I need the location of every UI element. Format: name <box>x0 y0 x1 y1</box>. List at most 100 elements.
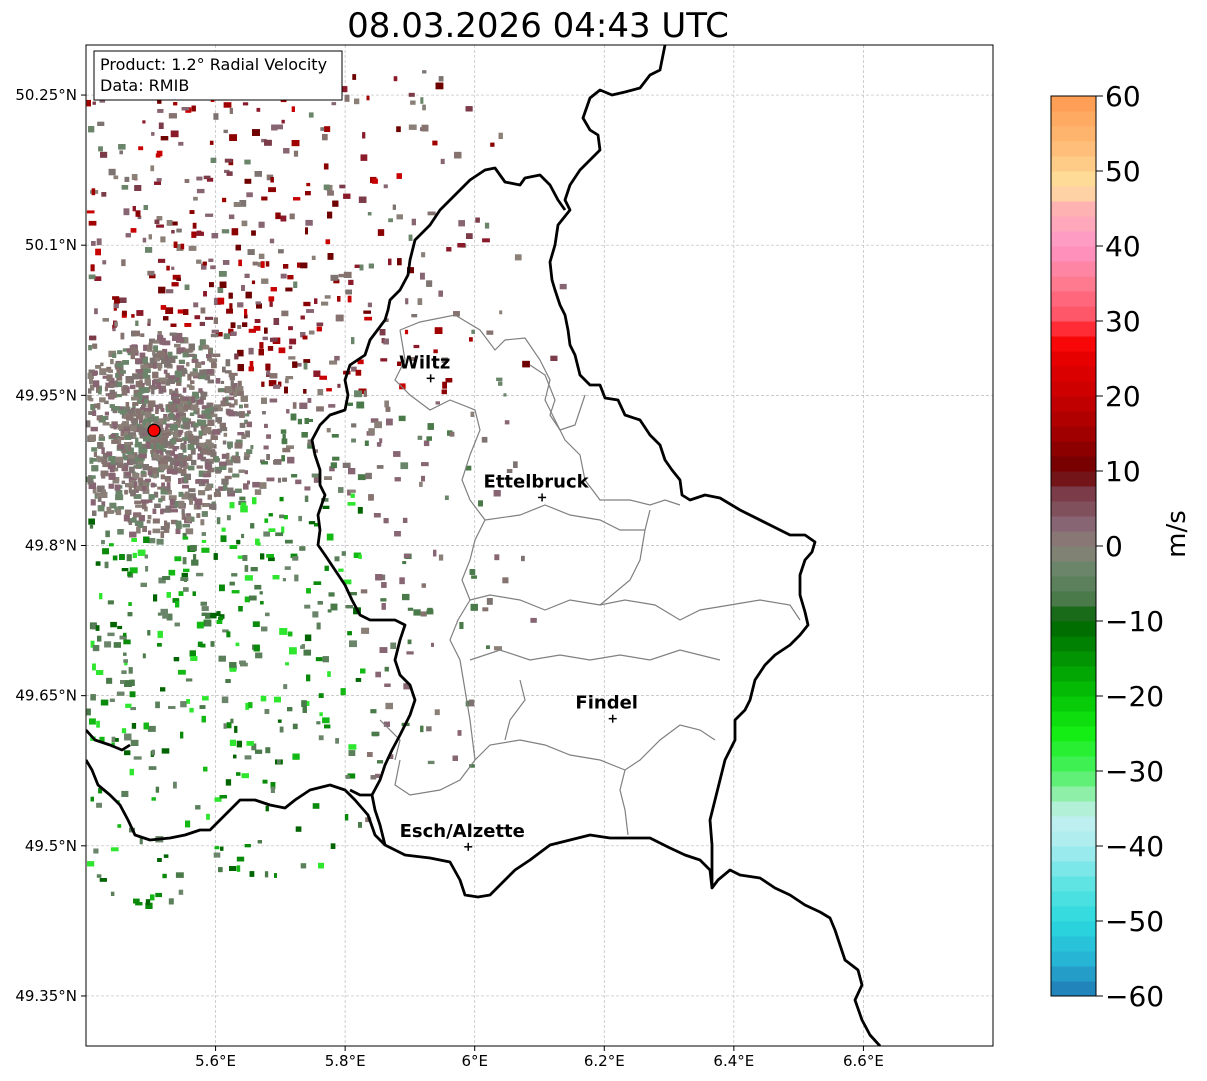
velocity-echo-pixel <box>178 453 184 458</box>
velocity-echo-pixel <box>114 394 122 398</box>
velocity-echo-pixel <box>184 179 190 183</box>
velocity-echo-pixel <box>327 190 334 196</box>
velocity-echo-pixel <box>306 309 314 313</box>
velocity-echo-pixel <box>421 583 426 588</box>
velocity-echo-pixel <box>465 106 473 112</box>
velocity-echo-pixel <box>94 276 102 281</box>
velocity-echo-pixel <box>219 795 227 799</box>
velocity-echo-pixel <box>122 421 129 427</box>
velocity-echo-pixel <box>229 107 233 114</box>
velocity-echo-pixel <box>490 142 495 147</box>
velocity-echo-pixel <box>225 779 232 786</box>
velocity-echo-pixel <box>236 740 242 748</box>
velocity-echo-pixel <box>117 459 121 466</box>
lat-tick-label: 49.95°N <box>15 386 77 404</box>
velocity-echo-pixel <box>348 744 357 750</box>
velocity-echo-pixel <box>285 662 289 666</box>
velocity-echo-pixel <box>126 554 132 562</box>
velocity-echo-pixel <box>207 379 214 384</box>
velocity-echo-pixel <box>225 679 231 683</box>
velocity-echo-pixel <box>89 398 94 402</box>
velocity-echo-pixel <box>244 419 248 424</box>
velocity-echo-pixel <box>275 532 284 537</box>
velocity-echo-pixel <box>124 435 132 440</box>
velocity-echo-pixel <box>113 175 119 180</box>
velocity-echo-pixel <box>204 487 210 491</box>
velocity-echo-pixel <box>169 450 175 456</box>
velocity-echo-pixel <box>153 362 157 369</box>
velocity-echo-pixel <box>174 343 181 348</box>
velocity-echo-pixel <box>422 70 427 74</box>
velocity-echo-pixel <box>148 530 152 535</box>
velocity-echo-pixel <box>147 725 156 732</box>
velocity-echo-pixel <box>253 325 261 331</box>
velocity-echo-pixel <box>286 409 290 414</box>
velocity-echo-pixel <box>181 572 188 577</box>
velocity-echo-pixel <box>204 503 210 507</box>
colorbar-band <box>1051 756 1096 772</box>
velocity-echo-pixel <box>156 443 160 448</box>
velocity-echo-pixel <box>181 493 188 500</box>
velocity-echo-pixel <box>239 411 245 418</box>
velocity-echo-pixel <box>348 468 356 475</box>
velocity-echo-pixel <box>271 124 278 131</box>
velocity-echo-pixel <box>112 296 120 300</box>
velocity-echo-pixel <box>385 406 391 412</box>
velocity-echo-pixel <box>137 549 146 556</box>
velocity-echo-pixel <box>165 378 171 386</box>
velocity-echo-pixel <box>160 236 166 243</box>
velocity-echo-pixel <box>188 488 196 493</box>
velocity-echo-pixel <box>347 295 352 303</box>
velocity-echo-pixel <box>358 196 367 203</box>
velocity-echo-pixel <box>207 494 212 500</box>
velocity-echo-pixel <box>228 292 233 299</box>
velocity-echo-pixel <box>143 344 149 351</box>
velocity-echo-pixel <box>107 462 116 470</box>
velocity-echo-pixel <box>283 515 288 520</box>
velocity-echo-pixel <box>402 593 410 601</box>
velocity-echo-pixel <box>326 428 331 433</box>
velocity-echo-pixel <box>126 414 134 421</box>
velocity-echo-pixel <box>173 430 179 438</box>
velocity-echo-pixel <box>199 396 206 400</box>
velocity-echo-pixel <box>144 387 149 393</box>
velocity-echo-pixel <box>156 362 163 369</box>
velocity-echo-pixel <box>261 278 269 284</box>
velocity-echo-pixel <box>149 357 155 365</box>
velocity-echo-pixel <box>140 582 147 587</box>
velocity-echo-pixel <box>305 219 313 226</box>
velocity-echo-pixel <box>304 604 311 609</box>
velocity-echo-pixel <box>265 747 271 754</box>
velocity-echo-pixel <box>203 291 207 297</box>
velocity-echo-pixel <box>104 641 112 648</box>
velocity-echo-pixel <box>248 347 254 355</box>
velocity-echo-pixel <box>143 434 151 442</box>
velocity-echo-pixel <box>513 461 518 468</box>
colorbar-band <box>1051 216 1096 232</box>
velocity-echo-pixel <box>177 347 186 354</box>
velocity-echo-pixel <box>289 647 297 655</box>
velocity-echo-pixel <box>264 327 268 334</box>
velocity-echo-pixel <box>156 224 164 228</box>
canton-boundary-river <box>529 364 586 431</box>
velocity-echo-pixel <box>241 773 249 779</box>
velocity-echo-pixel <box>176 438 183 442</box>
velocity-echo-pixel <box>229 375 235 381</box>
velocity-echo-pixel <box>178 430 183 435</box>
velocity-echo-pixel <box>205 410 211 415</box>
velocity-echo-pixel <box>331 102 337 106</box>
velocity-echo-pixel <box>313 370 321 377</box>
velocity-echo-pixel <box>134 443 143 448</box>
velocity-echo-pixel <box>93 451 97 457</box>
velocity-echo-pixel <box>184 348 192 353</box>
velocity-echo-pixel <box>123 457 131 461</box>
velocity-echo-pixel <box>140 486 147 492</box>
velocity-echo-pixel <box>282 477 287 482</box>
velocity-echo-pixel <box>221 696 229 704</box>
velocity-echo-pixel <box>91 465 99 472</box>
velocity-echo-pixel <box>129 768 134 776</box>
velocity-echo-pixel <box>133 494 142 499</box>
velocity-echo-pixel <box>324 126 331 132</box>
velocity-echo-pixel <box>221 527 226 532</box>
velocity-echo-pixel <box>330 843 336 849</box>
